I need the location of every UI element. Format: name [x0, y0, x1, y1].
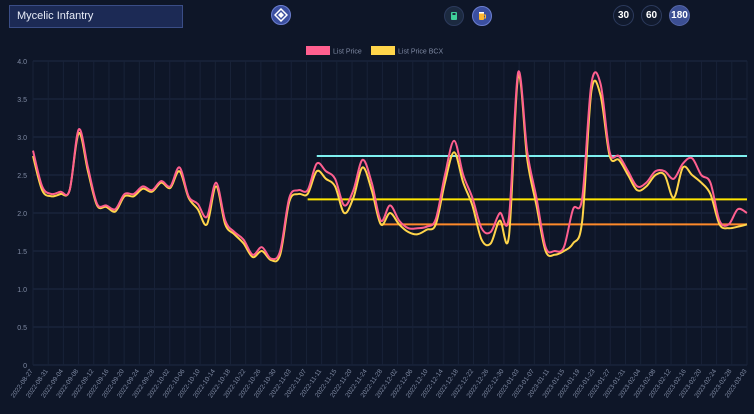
range-180-button[interactable]: 180 — [669, 5, 690, 26]
legend-label: List Price — [333, 49, 362, 56]
y-tick-label: 4.0 — [17, 59, 27, 66]
legend-swatch — [371, 46, 395, 55]
range-30-button[interactable]: 30 — [613, 5, 634, 26]
beer-mug-button[interactable] — [472, 6, 492, 26]
y-tick-label: 1.5 — [17, 249, 27, 256]
series-line-list-price-bcx — [32, 73, 748, 263]
y-tick-label: 0 — [23, 363, 27, 370]
legend-label: List Price BCX — [398, 49, 443, 56]
y-tick-label: 0.5 — [17, 325, 27, 332]
series-line-list-price — [32, 70, 748, 261]
diamond-logo-icon — [274, 8, 288, 22]
price-line-chart: 00.51.01.52.02.53.03.54.02022-08-272022-… — [10, 46, 749, 399]
diamond-logo-button[interactable] — [271, 5, 291, 25]
beer-mug-icon — [479, 12, 486, 20]
y-tick-label: 3.5 — [17, 97, 27, 104]
card-pack-icon — [451, 12, 457, 20]
card-name-select[interactable]: Mycelic Infantry — [9, 5, 183, 28]
y-tick-label: 3.0 — [17, 135, 27, 142]
y-tick-label: 1.0 — [17, 287, 27, 294]
range-60-button[interactable]: 60 — [641, 5, 662, 26]
y-tick-label: 2.0 — [17, 211, 27, 218]
legend-swatch — [306, 46, 330, 55]
y-tick-label: 2.5 — [17, 173, 27, 180]
card-pack-button[interactable] — [444, 6, 464, 26]
